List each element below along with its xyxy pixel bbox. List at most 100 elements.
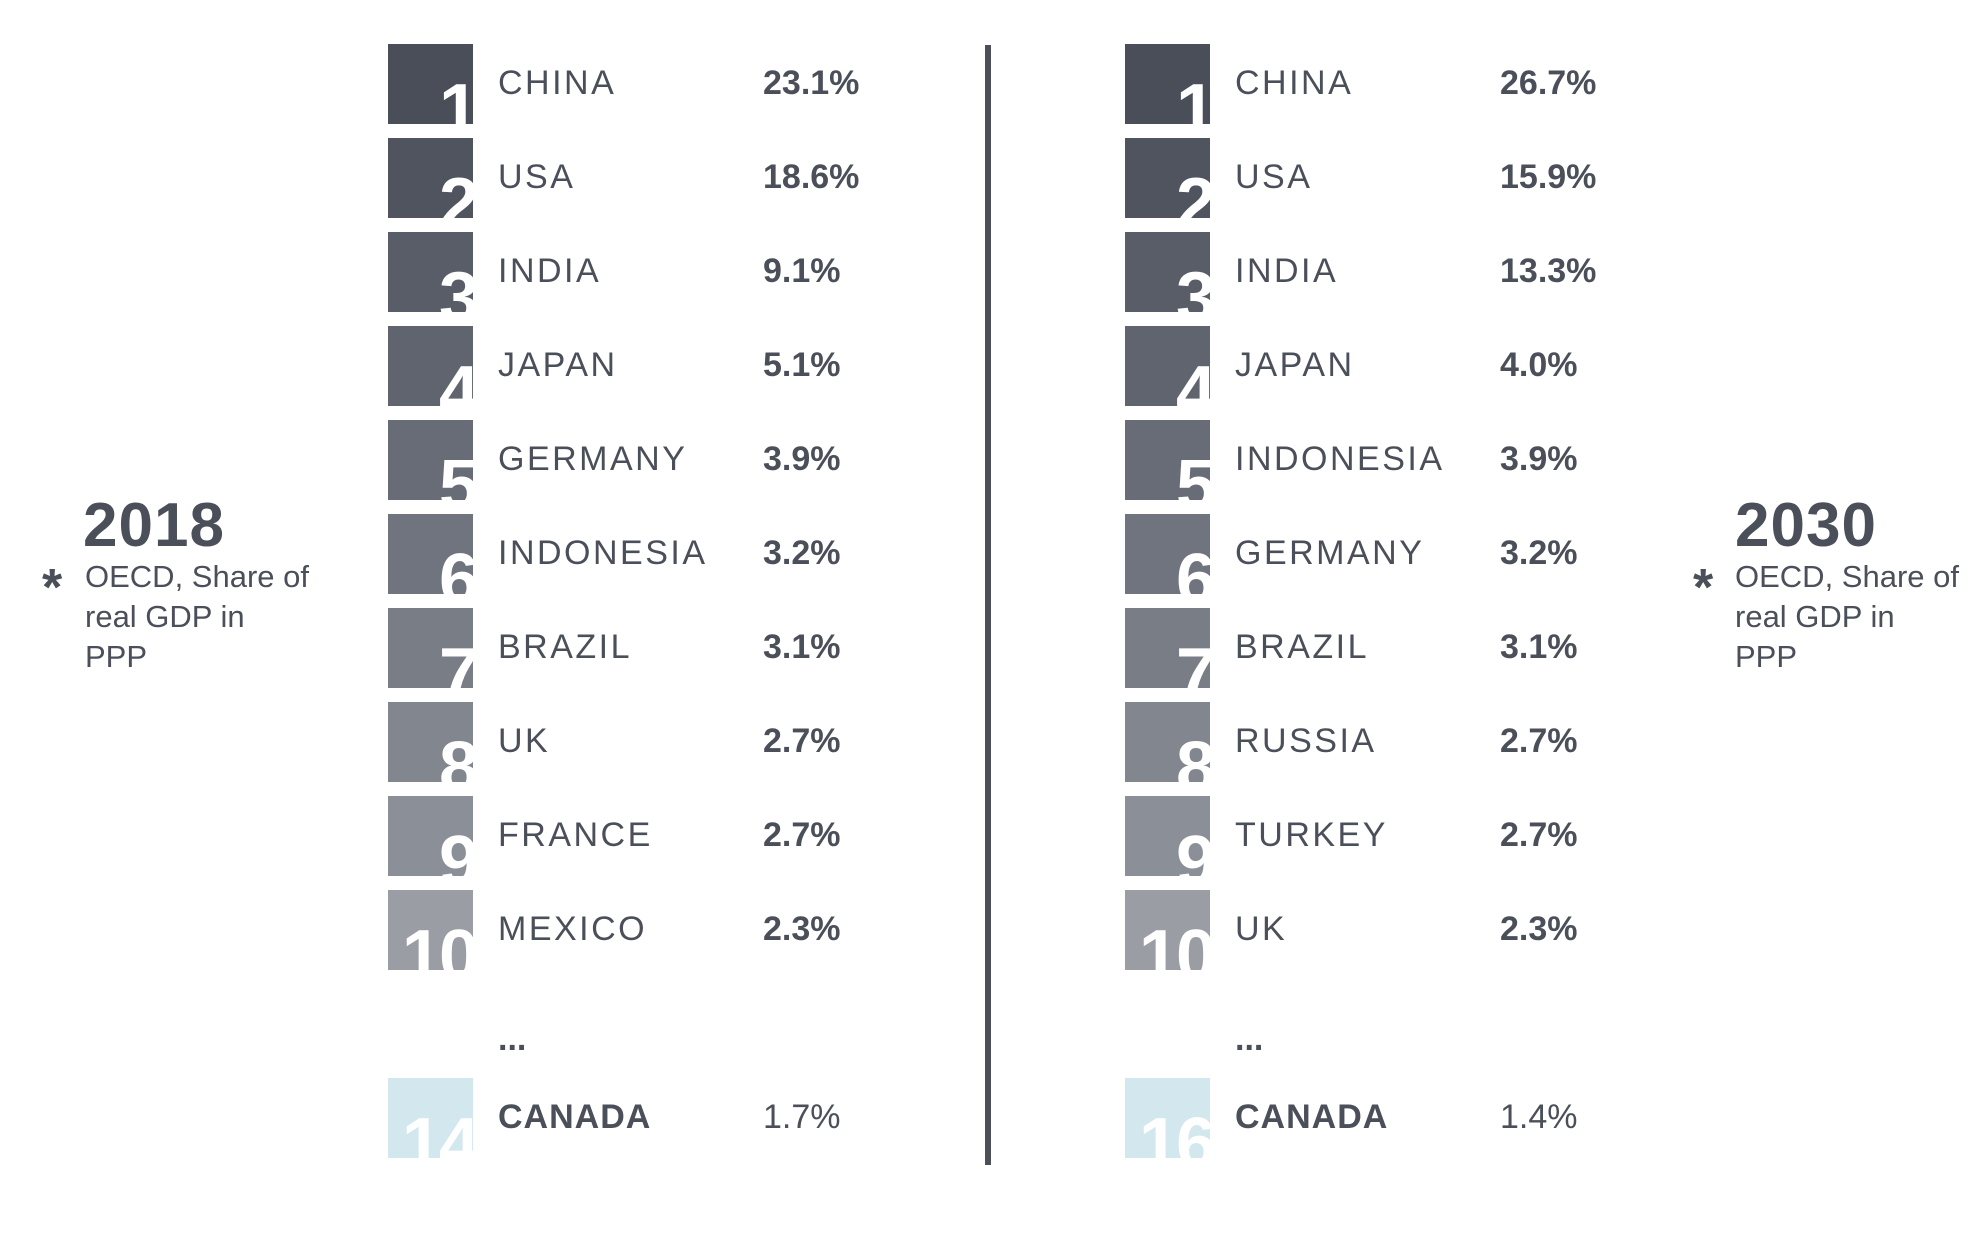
country-label: GERMANY (498, 440, 688, 478)
value-label: 3.2% (763, 534, 841, 572)
table-row: 8 RUSSIA 2.7% (1125, 702, 1725, 782)
country-label: FRANCE (498, 816, 653, 854)
country-label: INDONESIA (498, 534, 708, 572)
value-label: 2.3% (763, 910, 841, 948)
value-label: 2.7% (1500, 722, 1578, 760)
table-row: 3 INDIA 9.1% (388, 232, 988, 312)
table-row: 7 BRAZIL 3.1% (1125, 608, 1725, 688)
highlight-row: 14 CANADA 1.7% (388, 1078, 988, 1158)
table-row: 1 CHINA 26.7% (1125, 44, 1725, 124)
table-row: 1 CHINA 23.1% (388, 44, 988, 124)
right-year-title: 2030 (1735, 491, 1877, 560)
left-year-block: 2018 (83, 495, 225, 557)
country-label: BRAZIL (1235, 628, 1370, 666)
value-label: 26.7% (1500, 64, 1597, 102)
rank-box: 5 (1125, 420, 1210, 500)
value-label: 3.9% (1500, 440, 1578, 478)
rank-box: 3 (388, 232, 473, 312)
rank-number: 1 (438, 70, 473, 124)
left-note: OECD, Share of real GDP in PPP (85, 559, 309, 674)
rank-number: 2 (438, 164, 473, 218)
table-row: 4 JAPAN 5.1% (388, 326, 988, 406)
right-note: OECD, Share of real GDP in PPP (1735, 559, 1959, 674)
rank-box: 1 (388, 44, 473, 124)
table-row: 9 TURKEY 2.7% (1125, 796, 1725, 876)
rank-box: 14 (388, 1078, 473, 1158)
country-label: BRAZIL (498, 628, 633, 666)
country-label: MEXICO (498, 910, 648, 948)
rank-number: 5 (1175, 446, 1210, 500)
rank-box: 6 (388, 514, 473, 594)
table-row: 10 MEXICO 2.3% (388, 890, 988, 970)
value-label: 2.3% (1500, 910, 1578, 948)
rank-number: 4 (1175, 352, 1210, 406)
country-label: JAPAN (1235, 346, 1355, 384)
rank-box: 4 (1125, 326, 1210, 406)
rank-number: 7 (438, 634, 473, 688)
table-row: 5 GERMANY 3.9% (388, 420, 988, 500)
ellipsis: ... (498, 1020, 527, 1058)
country-label: CHINA (498, 64, 617, 102)
rank-number: 3 (1175, 258, 1210, 312)
rank-box: 5 (388, 420, 473, 500)
table-row: 2 USA 18.6% (388, 138, 988, 218)
table-row: 10 UK 2.3% (1125, 890, 1725, 970)
value-label: 13.3% (1500, 252, 1597, 290)
rank-box: 8 (1125, 702, 1210, 782)
table-row: 9 FRANCE 2.7% (388, 796, 988, 876)
rank-number: 10 (1138, 916, 1210, 970)
rank-number: 6 (438, 540, 473, 594)
value-label: 9.1% (763, 252, 841, 290)
rank-box: 1 (1125, 44, 1210, 124)
rank-number: 8 (438, 728, 473, 782)
table-row: 5 INDONESIA 3.9% (1125, 420, 1725, 500)
right-note-asterisk: * (1693, 559, 1714, 617)
country-label: INDONESIA (1235, 440, 1445, 478)
table-row: 8 UK 2.7% (388, 702, 988, 782)
rank-number: 16 (1138, 1104, 1210, 1158)
country-label: USA (1235, 158, 1313, 196)
rank-number: 6 (1175, 540, 1210, 594)
table-row: 6 GERMANY 3.2% (1125, 514, 1725, 594)
country-label: JAPAN (498, 346, 618, 384)
value-label: 3.2% (1500, 534, 1578, 572)
rank-box: 7 (1125, 608, 1210, 688)
rank-box: 9 (1125, 796, 1210, 876)
rank-box: 6 (1125, 514, 1210, 594)
country-label: TURKEY (1235, 816, 1388, 854)
rank-number: 7 (1175, 634, 1210, 688)
rank-box: 10 (388, 890, 473, 970)
rank-box: 2 (1125, 138, 1210, 218)
left-note-asterisk: * (42, 559, 63, 617)
rank-number: 9 (438, 822, 473, 876)
country-label: GERMANY (1235, 534, 1425, 572)
country-label: CANADA (498, 1098, 652, 1136)
value-label: 2.7% (763, 816, 841, 854)
country-label: USA (498, 158, 576, 196)
value-label: 2.7% (763, 722, 841, 760)
value-label: 18.6% (763, 158, 860, 196)
left-year-title: 2018 (83, 491, 225, 560)
rank-number: 10 (401, 916, 473, 970)
rank-number: 5 (438, 446, 473, 500)
rank-number: 14 (401, 1104, 473, 1158)
rank-number: 3 (438, 258, 473, 312)
value-label: 5.1% (763, 346, 841, 384)
rank-number: 1 (1175, 70, 1210, 124)
highlight-row: 16 CANADA 1.4% (1125, 1078, 1725, 1158)
panel-divider (985, 45, 991, 1165)
country-label: INDIA (1235, 252, 1339, 290)
rank-box: 16 (1125, 1078, 1210, 1158)
rank-box: 9 (388, 796, 473, 876)
rank-box: 2 (388, 138, 473, 218)
country-label: RUSSIA (1235, 722, 1377, 760)
rank-box: 4 (388, 326, 473, 406)
value-label: 3.9% (763, 440, 841, 478)
table-row: 2 USA 15.9% (1125, 138, 1725, 218)
ellipsis: ... (1235, 1020, 1264, 1058)
value-label: 4.0% (1500, 346, 1578, 384)
rank-box: 10 (1125, 890, 1210, 970)
rank-number: 4 (438, 352, 473, 406)
country-label: CANADA (1235, 1098, 1389, 1136)
value-label: 23.1% (763, 64, 860, 102)
